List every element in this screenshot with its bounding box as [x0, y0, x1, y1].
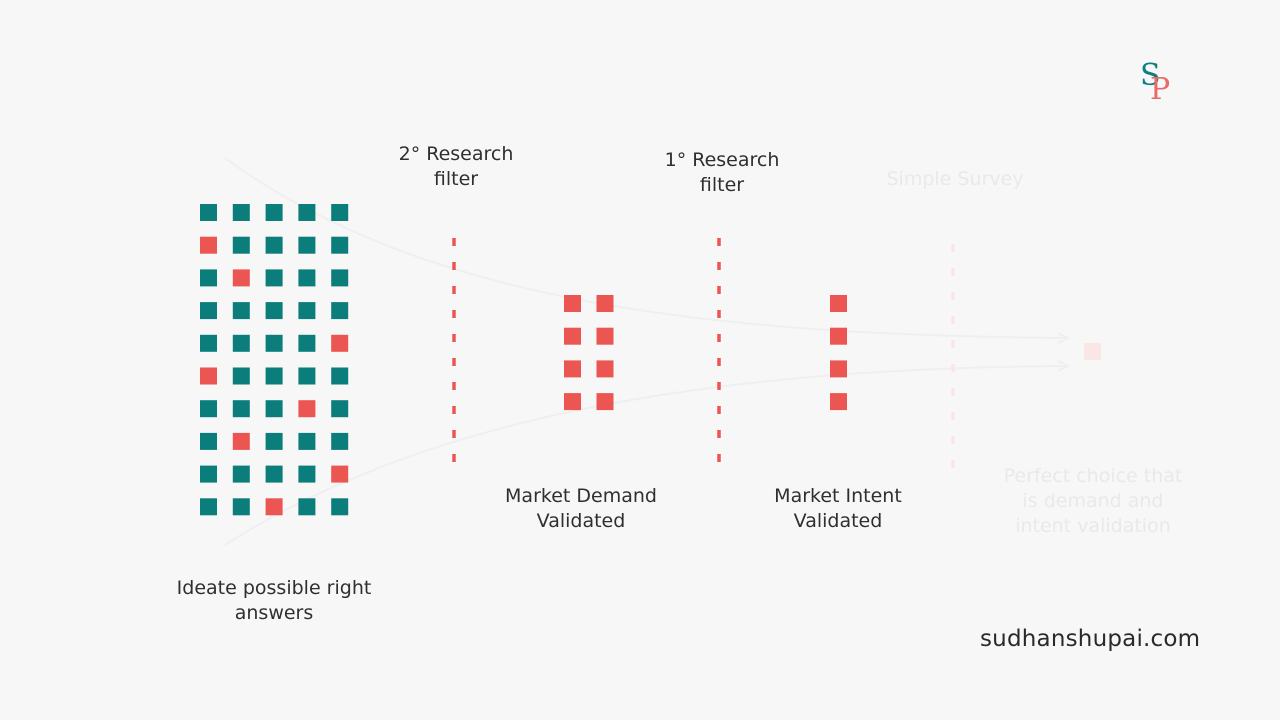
logo-letter-p: P	[1150, 72, 1171, 107]
survey-label: Simple Survey	[870, 167, 1040, 192]
idea-square	[232, 400, 250, 418]
perfect-label-line1: Perfect choice that	[1003, 465, 1183, 487]
idea-square	[331, 204, 349, 221]
idea-square	[200, 302, 217, 320]
idea-square	[265, 302, 283, 320]
idea-square	[298, 367, 316, 385]
website-url[interactable]: sudhanshupai.com	[980, 626, 1201, 652]
intent-square	[830, 295, 847, 312]
funnel-arrow-top	[1057, 332, 1071, 344]
idea-square	[331, 269, 349, 287]
idea-square	[331, 465, 349, 483]
idea-square	[200, 204, 217, 221]
idea-square	[298, 302, 316, 320]
idea-square	[265, 400, 283, 418]
idea-square	[232, 498, 250, 516]
secondary-filter-label: 2° Research filter	[395, 142, 517, 192]
primary-filter-label: 1° Research filter	[660, 148, 784, 198]
idea-square	[200, 498, 217, 516]
idea-square	[200, 236, 217, 254]
intent-label: Market Intent Validated	[760, 484, 916, 534]
funnel-curve-bottom	[224, 365, 1069, 546]
idea-square	[265, 432, 283, 450]
intent-square	[830, 327, 847, 345]
demand-label-line2: Validated	[536, 510, 626, 532]
funnel-arrow-bottom	[1057, 360, 1071, 372]
idea-square	[232, 269, 250, 287]
demand-square	[596, 360, 614, 378]
primary-filter-label-line1: 1° Research	[664, 149, 780, 171]
idea-square	[200, 334, 217, 352]
ideate-label: Ideate possible right answers	[160, 576, 388, 626]
idea-square	[331, 236, 349, 254]
secondary-filter-label-line2: filter	[433, 168, 479, 190]
idea-square	[200, 465, 217, 483]
ideate-label-line2: answers	[234, 602, 314, 624]
idea-square	[298, 498, 316, 516]
primary-filter-label-line2: filter	[699, 174, 745, 196]
idea-square	[232, 367, 250, 385]
logo: S P	[1136, 58, 1176, 108]
demand-square	[596, 393, 614, 411]
idea-square	[200, 400, 217, 418]
idea-square	[298, 465, 316, 483]
demand-label: Market Demand Validated	[490, 484, 672, 534]
survey-label-text: Simple Survey	[886, 168, 1024, 190]
idea-square	[298, 334, 316, 352]
idea-square	[232, 432, 250, 450]
intent-label-line2: Validated	[793, 510, 883, 532]
demand-square	[596, 295, 614, 312]
idea-square	[232, 465, 250, 483]
ideate-label-line1: Ideate possible right	[176, 577, 372, 599]
idea-square	[331, 432, 349, 450]
idea-square	[232, 334, 250, 352]
demand-square	[564, 327, 581, 345]
intent-label-line1: Market Intent	[774, 485, 902, 507]
perfect-label-line3: intent validation	[1015, 515, 1171, 537]
intent-square	[830, 360, 847, 378]
idea-square	[265, 498, 283, 516]
demand-square	[564, 295, 581, 312]
demand-label-line1: Market Demand	[505, 485, 657, 507]
perfect-square	[1084, 343, 1101, 360]
idea-square	[232, 204, 250, 221]
idea-square	[232, 236, 250, 254]
idea-square	[298, 432, 316, 450]
secondary-filter-label-line1: 2° Research	[398, 143, 514, 165]
idea-square	[265, 465, 283, 483]
idea-square	[331, 367, 349, 385]
idea-square	[265, 334, 283, 352]
idea-square	[331, 302, 349, 320]
intent-square	[830, 393, 847, 411]
idea-square	[265, 204, 283, 221]
idea-square	[298, 236, 316, 254]
idea-square	[298, 400, 316, 418]
idea-square	[265, 269, 283, 287]
idea-square	[331, 334, 349, 352]
idea-square	[200, 367, 217, 385]
idea-square	[298, 204, 316, 221]
idea-square	[265, 236, 283, 254]
idea-square	[265, 367, 283, 385]
idea-square	[298, 269, 316, 287]
demand-square	[564, 360, 581, 378]
idea-square	[200, 269, 217, 287]
demand-square	[596, 327, 614, 345]
perfect-label-line2: is demand and	[1022, 490, 1164, 512]
idea-square	[232, 302, 250, 320]
demand-square	[564, 393, 581, 411]
perfect-label: Perfect choice that is demand and intent…	[990, 464, 1196, 539]
idea-square	[331, 498, 349, 516]
idea-square	[331, 400, 349, 418]
logo-letter-s: S	[1140, 58, 1161, 93]
idea-square	[200, 432, 217, 450]
